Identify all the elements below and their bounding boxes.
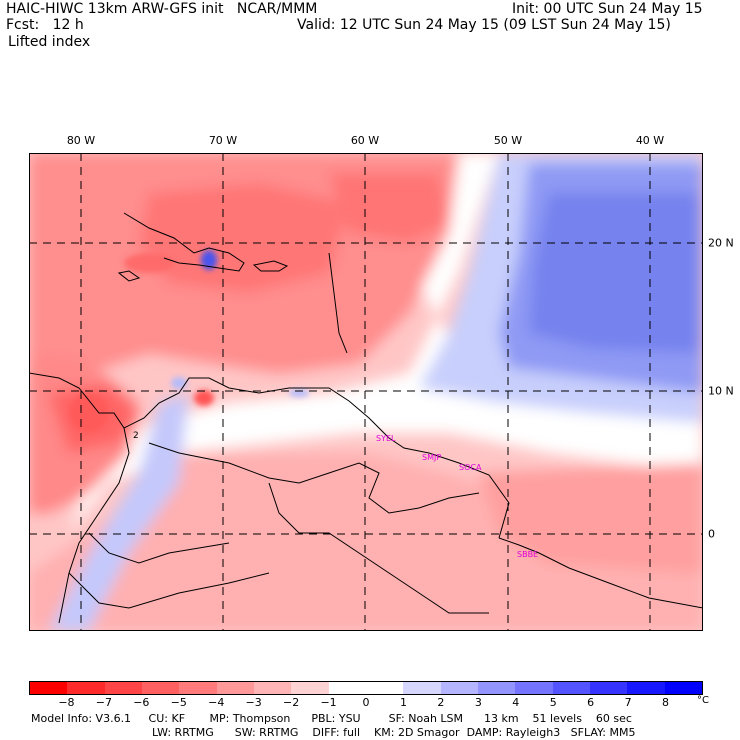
colorbar-tick-label: −2: [283, 696, 300, 709]
colorbar-cell: [664, 682, 702, 694]
colorbar-cell: [515, 682, 553, 694]
colorbar-tick-label: 8: [662, 696, 670, 709]
field-detail: [69, 250, 309, 433]
colorbar-cell: [403, 682, 441, 694]
colorbar-cell: [627, 682, 665, 694]
colorbar-tick-label: 4: [512, 696, 520, 709]
station-label-soca: SOCA: [459, 463, 482, 472]
model-info-line1: Model Info: V3.6.1 CU: KF MP: Thompson P…: [31, 712, 632, 725]
lon-label-40w: 40 W: [635, 134, 665, 147]
lon-label-50w: 50 W: [493, 134, 523, 147]
colorbar-tick-label: −7: [95, 696, 112, 709]
colorbar-ticks: −8 −7 −6 −5 −4 −3 −2 −1 0 1 2 3 4 5 6 7 8: [29, 696, 703, 710]
field-name: Lifted index: [8, 34, 91, 50]
colorbar-cell: [141, 682, 180, 694]
colorbar-tick-label: −6: [133, 696, 150, 709]
contour-label: 2: [133, 431, 139, 441]
colorbar-cell: [291, 682, 329, 694]
colorbar-tick-label: 5: [549, 696, 557, 709]
station-label-syel: SYEL: [376, 434, 396, 443]
colorbar-cell: [179, 682, 217, 694]
colorbar-unit: °C: [697, 695, 709, 706]
lat-lon-grid: [29, 153, 703, 631]
lat-label-20n: 20 N: [708, 236, 734, 250]
model-title: HAIC-HIWC 13km ARW-GFS init NCAR/MMM: [6, 1, 318, 17]
colorbar-tick-label: −5: [170, 696, 187, 709]
colorbar: [29, 681, 703, 695]
colorbar-tick-label: 6: [587, 696, 595, 709]
colorbar-cell: [104, 682, 142, 694]
colorbar-cell: [477, 682, 516, 694]
map-canvas: 2 SYEL SMJP SOCA SBBE: [28, 153, 704, 631]
lifted-index-map: 2 SYEL SMJP SOCA SBBE: [28, 153, 704, 631]
colorbar-tick-label: 2: [437, 696, 445, 709]
colorbar-cell: [30, 682, 68, 694]
colorbar-cell: [552, 682, 590, 694]
colorbar-cell: [328, 682, 366, 694]
colorbar-tick-label: 3: [474, 696, 482, 709]
colorbar-tick-label: −4: [208, 696, 225, 709]
station-label-sbbe: SBBE: [517, 550, 538, 559]
lat-label-0: 0: [708, 527, 715, 541]
forecast-hour: Fcst: 12 h: [6, 17, 84, 33]
field-shading: [29, 153, 703, 631]
lon-label-80w: 80 W: [66, 134, 96, 147]
colorbar-tick-label: −8: [58, 696, 75, 709]
colorbar-cell: [253, 682, 292, 694]
colorbar-cell: [440, 682, 478, 694]
colorbar-tick-label: −1: [320, 696, 337, 709]
colorbar-cell: [365, 682, 404, 694]
init-time: Init: 00 UTC Sun 24 May 15: [512, 1, 703, 17]
colorbar-cell: [589, 682, 628, 694]
map-frame: [29, 153, 703, 631]
lon-label-70w: 70 W: [208, 134, 238, 147]
colorbar-tick-label: 7: [624, 696, 632, 709]
colorbar-tick-label: −3: [245, 696, 262, 709]
colorbar-tick-label: 0: [362, 696, 370, 709]
station-label-smjp: SMJP: [422, 453, 441, 462]
colorbar-cell: [216, 682, 254, 694]
lat-label-10n: 10 N: [708, 384, 734, 398]
colorbar-tick-label: 1: [399, 696, 407, 709]
valid-time: Valid: 12 UTC Sun 24 May 15 (09 LST Sun …: [297, 17, 671, 33]
coastlines: [28, 212, 704, 624]
lon-label-60w: 60 W: [350, 134, 380, 147]
model-info-line2: LW: RRTMG SW: RRTMG DIFF: full KM: 2D Sm…: [152, 726, 636, 739]
colorbar-cell: [67, 682, 105, 694]
